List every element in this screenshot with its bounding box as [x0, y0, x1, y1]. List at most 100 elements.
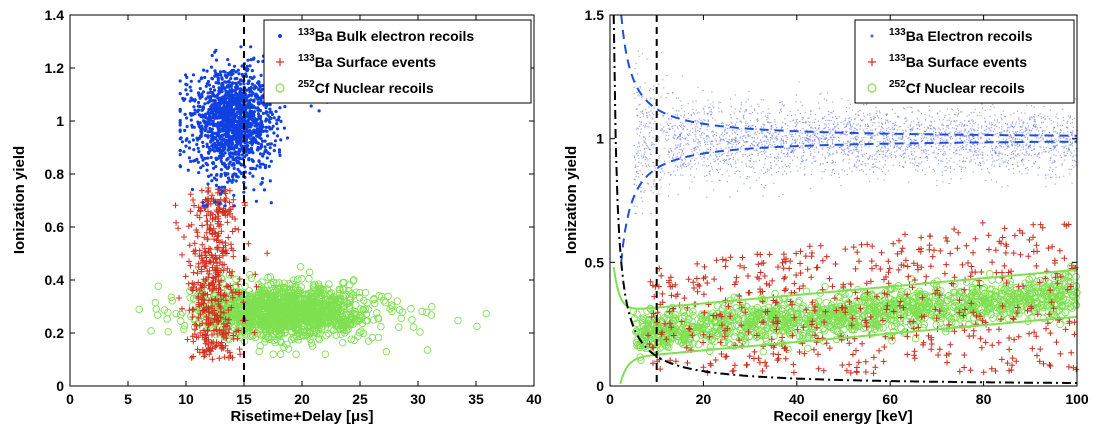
electron-recoil-point	[727, 163, 729, 165]
nuclear-recoil-point	[345, 318, 354, 327]
bulk-electron-point	[269, 116, 273, 120]
bulk-electron-point	[211, 94, 215, 98]
bulk-electron-point	[216, 109, 220, 113]
electron-recoil-point	[1026, 104, 1028, 106]
nuclear-recoil-point	[370, 295, 378, 304]
electron-recoil-point	[636, 133, 638, 135]
electron-recoil-point	[640, 131, 642, 133]
electron-recoil-point	[718, 153, 720, 155]
electron-recoil-point	[746, 176, 748, 178]
electron-recoil-point	[732, 156, 734, 159]
electron-recoil-point	[1060, 130, 1062, 132]
electron-recoil-point	[925, 149, 927, 151]
electron-recoil-point	[966, 136, 968, 138]
electron-recoil-point	[1027, 137, 1029, 139]
electron-recoil-point	[720, 110, 722, 112]
electron-recoil-point	[658, 83, 660, 85]
electron-recoil-point	[1016, 153, 1018, 155]
bulk-electron-point	[252, 86, 256, 90]
electron-recoil-point	[1033, 143, 1036, 145]
electron-recoil-point	[744, 122, 746, 124]
electron-recoil-point	[1007, 127, 1009, 129]
electron-recoil-point	[837, 173, 840, 175]
electron-recoil-point	[725, 137, 727, 139]
electron-recoil-point	[751, 153, 754, 156]
electron-recoil-point	[1061, 124, 1063, 126]
bulk-electron-point	[191, 138, 195, 142]
bulk-electron-point	[184, 144, 188, 148]
electron-recoil-point	[785, 173, 787, 175]
bulk-electron-point	[245, 146, 249, 150]
electron-recoil-point	[777, 138, 779, 140]
electron-recoil-point	[780, 144, 782, 146]
electron-recoil-point	[706, 196, 708, 198]
electron-recoil-point	[724, 127, 726, 129]
electron-recoil-point	[784, 135, 786, 137]
electron-recoil-point	[869, 134, 871, 137]
bulk-electron-point	[236, 159, 240, 164]
nuclear-recoil-point	[190, 315, 198, 324]
bulk-electron-point	[246, 58, 250, 62]
bulk-electron-point	[317, 109, 321, 113]
electron-recoil-point	[984, 145, 986, 147]
electron-recoil-point	[722, 135, 724, 137]
electron-recoil-point	[991, 161, 994, 163]
electron-recoil-point	[1012, 121, 1014, 123]
electron-recoil-point	[875, 158, 877, 160]
x-tick-label: 20	[294, 391, 310, 407]
electron-recoil-point	[920, 113, 922, 115]
electron-recoil-point	[857, 123, 859, 125]
electron-recoil-point	[849, 125, 851, 127]
electron-recoil-point	[1021, 128, 1023, 131]
nuclear-recoil-point	[416, 328, 424, 336]
electron-recoil-point	[973, 148, 975, 150]
electron-recoil-point	[1064, 155, 1066, 157]
electron-recoil-point	[958, 124, 960, 126]
electron-recoil-point	[697, 139, 699, 141]
electron-recoil-point	[838, 116, 840, 118]
bulk-electron-point	[216, 140, 220, 144]
nuclear-recoil-point	[355, 328, 364, 337]
electron-recoil-point	[750, 153, 752, 155]
bulk-electron-point	[227, 162, 231, 166]
electron-recoil-point	[673, 153, 675, 155]
bulk-electron-point	[263, 166, 267, 170]
electron-recoil-point	[849, 167, 851, 169]
electron-recoil-point	[652, 192, 654, 194]
electron-recoil-point	[965, 141, 967, 143]
nuclear-recoil-point	[364, 337, 373, 345]
bulk-electron-point	[212, 149, 217, 153]
bulk-electron-point	[220, 83, 224, 87]
electron-recoil-point	[892, 164, 894, 166]
electron-recoil-point	[651, 143, 653, 145]
electron-recoil-point	[996, 141, 998, 143]
bulk-electron-point	[237, 72, 241, 76]
bulk-electron-point	[196, 109, 200, 114]
electron-recoil-point	[638, 104, 640, 106]
electron-recoil-point	[847, 148, 849, 150]
bulk-electron-point	[185, 116, 189, 120]
electron-recoil-point	[908, 144, 910, 146]
nuclear-recoil-point	[247, 291, 256, 299]
electron-recoil-point	[821, 171, 823, 173]
electron-recoil-point	[809, 121, 811, 123]
electron-recoil-point	[923, 133, 925, 135]
nuclear-recoil-point	[313, 329, 321, 338]
nuclear-recoil-point	[317, 295, 325, 303]
electron-recoil-point	[875, 161, 877, 163]
electron-recoil-point	[1043, 151, 1045, 153]
bulk-electron-point	[248, 171, 252, 175]
electron-recoil-point	[848, 162, 850, 164]
electron-recoil-point	[1031, 116, 1033, 118]
nuclear-recoil-point	[296, 263, 305, 271]
bulk-electron-point	[231, 151, 236, 155]
electron-recoil-point	[861, 137, 863, 139]
bulk-electron-point	[189, 89, 193, 93]
bulk-electron-point	[213, 74, 217, 78]
nuclear-recoil-point	[302, 295, 311, 304]
electron-recoil-point	[1062, 108, 1064, 110]
bulk-electron-point	[258, 109, 263, 113]
nuclear-recoil-point	[298, 331, 306, 339]
bulk-electron-point	[252, 56, 256, 60]
x-tick-label: 40	[526, 391, 542, 407]
